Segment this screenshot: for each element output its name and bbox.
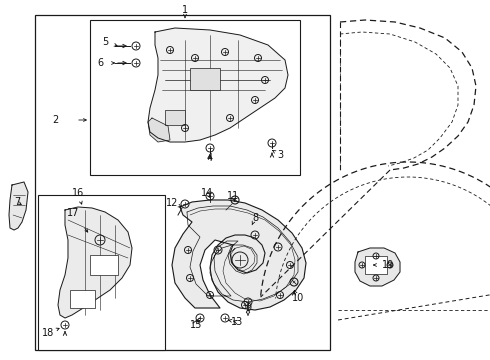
Polygon shape bbox=[355, 248, 400, 286]
Text: 12: 12 bbox=[166, 198, 178, 208]
Bar bbox=[38, 195, 165, 350]
Polygon shape bbox=[148, 28, 288, 142]
Text: 14: 14 bbox=[201, 188, 213, 198]
Polygon shape bbox=[58, 207, 132, 318]
Text: 10: 10 bbox=[292, 293, 304, 303]
Text: 13: 13 bbox=[231, 317, 243, 327]
Bar bbox=[165, 110, 185, 125]
Bar bbox=[35, 15, 330, 350]
Polygon shape bbox=[148, 118, 170, 142]
Text: 15: 15 bbox=[190, 320, 202, 330]
Text: 3: 3 bbox=[277, 150, 283, 160]
Text: 5: 5 bbox=[102, 37, 108, 47]
Bar bbox=[90, 20, 300, 175]
Bar bbox=[365, 256, 387, 274]
Text: 17: 17 bbox=[67, 208, 79, 218]
Text: 11: 11 bbox=[227, 191, 239, 201]
Text: 8: 8 bbox=[252, 213, 258, 223]
Text: 1: 1 bbox=[182, 5, 188, 15]
Text: 19: 19 bbox=[382, 260, 394, 270]
Text: 16: 16 bbox=[72, 188, 84, 198]
Polygon shape bbox=[9, 182, 28, 230]
Text: 7: 7 bbox=[14, 197, 20, 207]
Bar bbox=[90, 255, 118, 275]
Bar bbox=[70, 290, 95, 308]
Text: 6: 6 bbox=[97, 58, 103, 68]
Polygon shape bbox=[172, 200, 306, 310]
Text: 18: 18 bbox=[42, 328, 54, 338]
Bar bbox=[190, 68, 220, 90]
Text: 9: 9 bbox=[245, 303, 251, 313]
Text: 4: 4 bbox=[207, 153, 213, 163]
Text: 2: 2 bbox=[52, 115, 58, 125]
